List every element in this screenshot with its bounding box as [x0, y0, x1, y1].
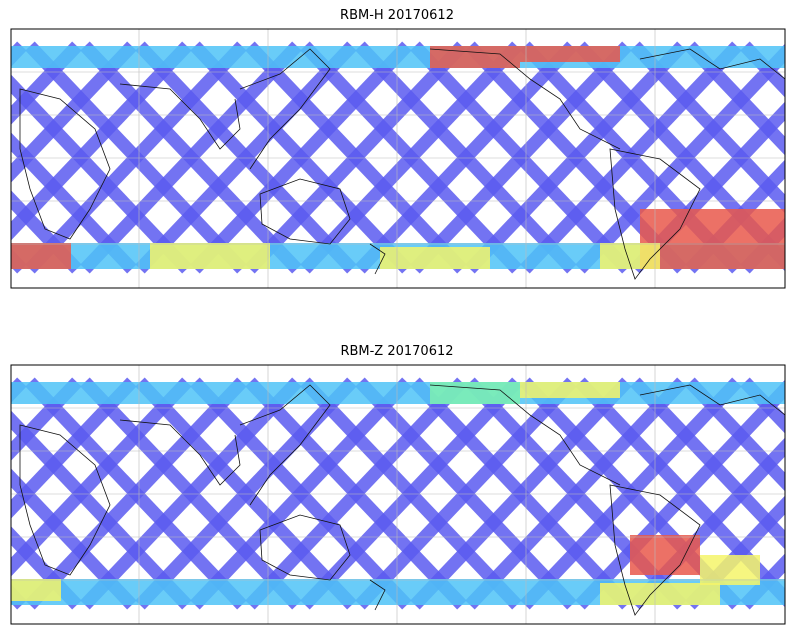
swath-track — [80, 41, 302, 274]
coastline — [259, 514, 351, 581]
intensity-patch — [380, 247, 490, 269]
coastlines — [19, 384, 785, 616]
intensity-patch — [630, 535, 700, 575]
swath-track — [245, 377, 467, 610]
top-map-frame — [10, 28, 786, 289]
coastline — [639, 48, 785, 80]
coastline — [639, 384, 785, 416]
intensity-patch — [700, 555, 760, 585]
coastline — [19, 88, 111, 240]
coastline — [609, 148, 701, 280]
coastline — [369, 579, 386, 611]
north-band — [11, 382, 785, 404]
swath-track — [11, 190, 82, 274]
swath-track — [410, 377, 632, 610]
swath-track — [465, 41, 687, 274]
swath-track — [11, 41, 82, 125]
coastline — [119, 83, 241, 150]
coastline — [19, 424, 111, 576]
swath-track — [575, 379, 785, 610]
swath-track — [190, 377, 412, 610]
bottom-map-frame — [10, 364, 786, 625]
north-band — [11, 46, 785, 68]
coastline — [609, 484, 701, 616]
intensity-patch — [600, 583, 720, 605]
swath-track — [685, 377, 785, 492]
coastline — [239, 384, 331, 506]
coastline — [429, 48, 621, 150]
swath-track — [25, 377, 247, 610]
coastline — [259, 178, 351, 245]
swath-track — [11, 377, 192, 577]
swath-track — [135, 41, 357, 274]
swath-track — [740, 41, 785, 98]
swath-track — [190, 41, 412, 274]
swath-track — [575, 43, 785, 274]
bottom-panel-title: RBM-Z 20170612 — [340, 344, 454, 359]
coastline — [239, 48, 331, 170]
swath-track — [245, 41, 467, 274]
swath-track — [685, 41, 785, 156]
swath-track — [465, 377, 687, 610]
swath-track — [300, 377, 522, 610]
intensity-patch — [11, 243, 71, 269]
swath-track — [11, 41, 192, 241]
coastline — [429, 384, 621, 486]
swath-track — [410, 41, 632, 274]
swath-track — [740, 377, 785, 434]
swath-track — [740, 553, 785, 610]
intensity-patch — [640, 209, 785, 269]
intensity-patch — [11, 579, 61, 601]
top-map — [11, 29, 785, 288]
intensity-patch — [520, 382, 620, 398]
swath-track — [300, 41, 522, 274]
swath-track — [520, 41, 742, 274]
bottom-map — [11, 365, 785, 624]
swath-track — [520, 377, 742, 610]
intensity-patch — [430, 382, 520, 404]
coastline — [369, 243, 386, 275]
coastlines — [19, 48, 785, 280]
intensity-patch — [520, 46, 620, 62]
swath-track — [80, 377, 302, 610]
swath-track — [25, 41, 247, 274]
intensity-patch — [150, 243, 270, 269]
top-panel-title: RBM-H 20170612 — [340, 8, 454, 23]
swath-track — [11, 377, 82, 461]
coastline — [119, 419, 241, 486]
swath-track — [11, 526, 82, 610]
swath-track — [11, 377, 137, 519]
swath-track — [11, 41, 137, 183]
intensity-patch — [430, 46, 520, 68]
swath-track — [135, 377, 357, 610]
